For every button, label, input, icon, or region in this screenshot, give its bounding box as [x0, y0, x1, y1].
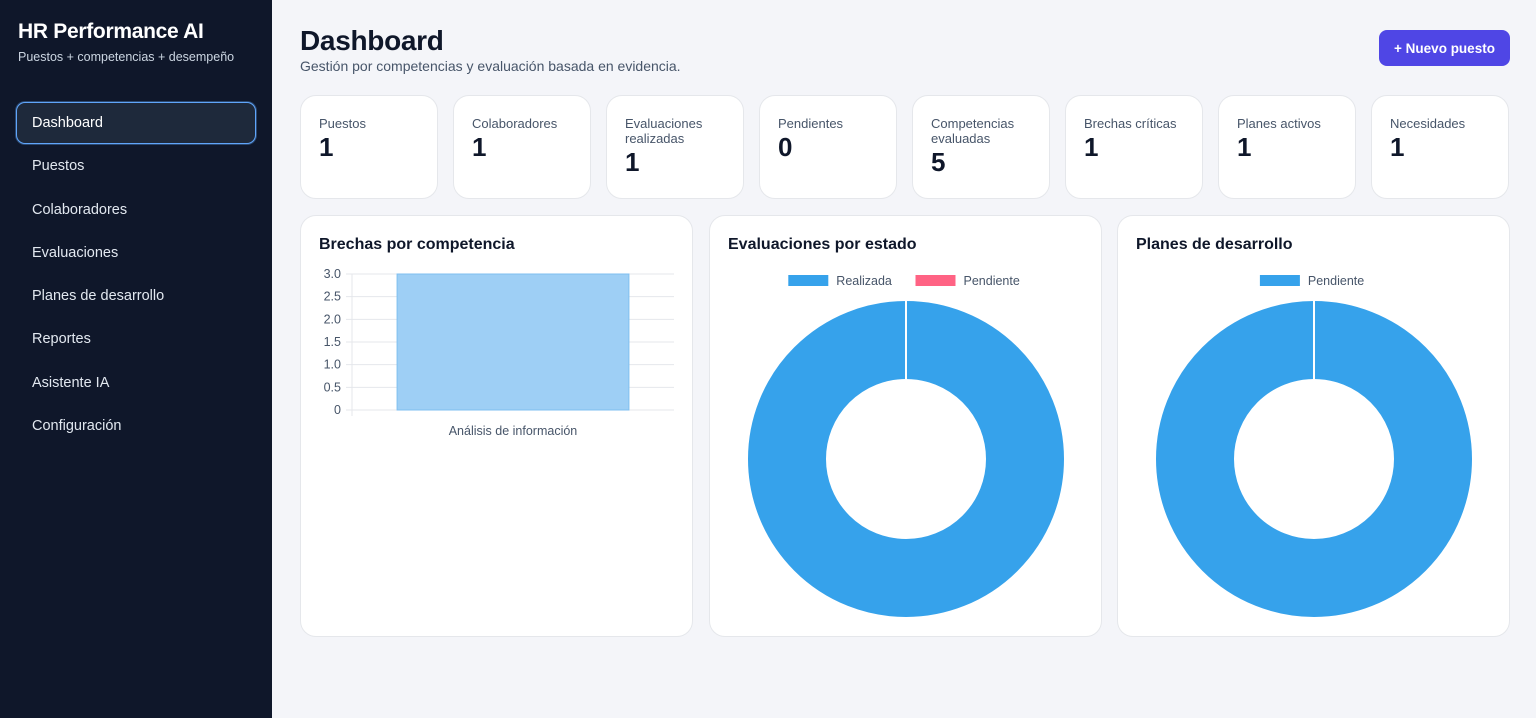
kpi-label: Puestos: [319, 116, 366, 131]
sidebar-nav: Dashboard Puestos Colaboradores Evaluaci…: [16, 102, 256, 448]
legend-swatch[interactable]: [1259, 275, 1300, 286]
kpi-label: Competencias evaluadas: [931, 116, 1015, 146]
kpi-label: Necesidades: [1390, 116, 1466, 131]
kpi-value: 1: [1084, 132, 1099, 162]
kpi-value: 1: [1390, 132, 1405, 162]
kpi-label: Colaboradores: [472, 116, 558, 131]
legend-label[interactable]: Pendiente: [964, 274, 1020, 288]
app-title: HR Performance AI: [18, 20, 204, 43]
kpi-card-planes-activos: Planes activos 1: [1218, 95, 1356, 199]
sidebar-item-asistente[interactable]: Asistente IA: [32, 374, 110, 391]
y-tick-label: 1.5: [324, 335, 341, 349]
app-subtitle: Puestos + competencias + desempeño: [18, 50, 235, 64]
kpi-label: Planes activos: [1237, 116, 1321, 131]
chart-title: Brechas por competencia: [319, 236, 515, 253]
sidebar-item-evaluaciones[interactable]: Evaluaciones: [32, 244, 119, 261]
kpi-card-necesidades: Necesidades 1: [1371, 95, 1509, 199]
kpi-card-brechas-criticas: Brechas críticas 1: [1065, 95, 1203, 199]
chart-title: Evaluaciones por estado: [728, 236, 917, 253]
x-tick-label: Análisis de información: [449, 424, 578, 438]
sidebar-item-reportes[interactable]: Reportes: [32, 331, 91, 348]
kpi-value: 1: [319, 132, 334, 162]
bar[interactable]: [396, 273, 630, 411]
doughnut-chart-planes: Pendiente: [1156, 274, 1472, 617]
kpi-value: 1: [625, 147, 640, 177]
kpi-value: 5: [931, 147, 946, 177]
sidebar-item-puestos[interactable]: Puestos: [32, 158, 85, 175]
kpi-value: 0: [778, 132, 793, 162]
kpi-value: 1: [1237, 132, 1252, 162]
y-tick-label: 3.0: [324, 267, 341, 281]
sidebar-item-planes[interactable]: Planes de desarrollo: [32, 288, 165, 305]
legend-swatch[interactable]: [915, 275, 956, 286]
sidebar: HR Performance AI Puestos + competencias…: [0, 0, 272, 718]
kpi-card-colaboradores: Colaboradores 1: [453, 95, 591, 199]
kpi-card-puestos: Puestos 1: [300, 95, 438, 199]
kpi-label: Pendientes: [778, 116, 844, 131]
bar-chart: 3.0 2.5 2.0 1.5 1.0 0.5 0 Análisis de informaci…: [324, 267, 674, 438]
page-title: Dashboard: [300, 25, 444, 56]
kpi-card-evaluaciones-realizadas: Evaluaciones realizadas 1: [606, 95, 744, 199]
kpi-card-competencias-evaluadas: Competencias evaluadas 5: [912, 95, 1050, 199]
legend-label[interactable]: Realizada: [836, 274, 892, 288]
kpi-value: 1: [472, 132, 487, 162]
y-tick-label: 2.5: [324, 290, 341, 304]
legend-label[interactable]: Pendiente: [1308, 274, 1364, 288]
y-tick-label: 1.0: [324, 358, 341, 372]
kpi-card-pendientes: Pendientes 0: [759, 95, 897, 199]
y-tick-label: 0.5: [324, 380, 341, 394]
kpi-label: Evaluaciones realizadas: [625, 116, 703, 146]
new-position-button[interactable]: + Nuevo puesto: [1379, 30, 1510, 66]
chart-card-planes: Pendiente Planes de desarrollo: [1117, 215, 1510, 637]
doughnut-chart-evaluaciones: Realizada Pendiente: [748, 274, 1064, 617]
legend-swatch[interactable]: [788, 275, 829, 286]
kpi-label: Brechas críticas: [1084, 116, 1177, 131]
sidebar-item-colaboradores[interactable]: Colaboradores: [32, 201, 128, 218]
sidebar-item-configuracion[interactable]: Configuración: [32, 418, 122, 435]
chart-title: Planes de desarrollo: [1136, 236, 1293, 253]
y-tick-label: 2.0: [324, 312, 341, 326]
y-tick-label: 0: [334, 403, 341, 417]
sidebar-item-dashboard[interactable]: Dashboard: [16, 102, 256, 144]
page-subtitle: Gestión por competencias y evaluación ba…: [300, 58, 681, 74]
chart-card-evaluaciones: Realizada Pendiente Evaluaciones por esta…: [709, 215, 1102, 637]
chart-card-brechas: 3.0 2.5 2.0 1.5 1.0 0.5 0 Análisis de informaci…: [300, 215, 693, 637]
